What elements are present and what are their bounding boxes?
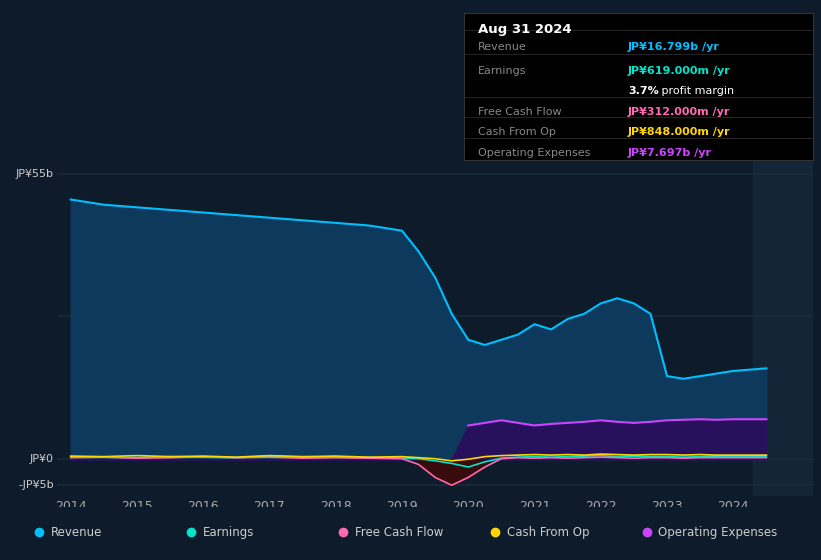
Text: 3.7%: 3.7% (628, 86, 658, 96)
Text: JP¥0: JP¥0 (30, 454, 53, 464)
Text: JP¥312.000m /yr: JP¥312.000m /yr (628, 107, 730, 117)
Text: JP¥619.000m /yr: JP¥619.000m /yr (628, 66, 731, 76)
Bar (753, 137, 813, 496)
Text: Operating Expenses: Operating Expenses (478, 148, 590, 158)
Text: profit margin: profit margin (658, 86, 734, 96)
Text: Earnings: Earnings (478, 66, 526, 76)
Text: JP¥848.000m /yr: JP¥848.000m /yr (628, 127, 731, 137)
Text: Cash From Op: Cash From Op (478, 127, 556, 137)
Text: Revenue: Revenue (478, 42, 526, 52)
Text: JP¥7.697b /yr: JP¥7.697b /yr (628, 148, 712, 158)
Text: -JP¥5b: -JP¥5b (18, 480, 53, 490)
Text: Revenue: Revenue (51, 526, 103, 539)
Text: Aug 31 2024: Aug 31 2024 (478, 23, 571, 36)
Text: Free Cash Flow: Free Cash Flow (478, 107, 562, 117)
Text: Free Cash Flow: Free Cash Flow (355, 526, 443, 539)
Text: Cash From Op: Cash From Op (507, 526, 589, 539)
Text: JP¥55b: JP¥55b (16, 169, 53, 179)
Text: JP¥16.799b /yr: JP¥16.799b /yr (628, 42, 720, 52)
Text: Operating Expenses: Operating Expenses (658, 526, 777, 539)
Text: Earnings: Earnings (203, 526, 255, 539)
